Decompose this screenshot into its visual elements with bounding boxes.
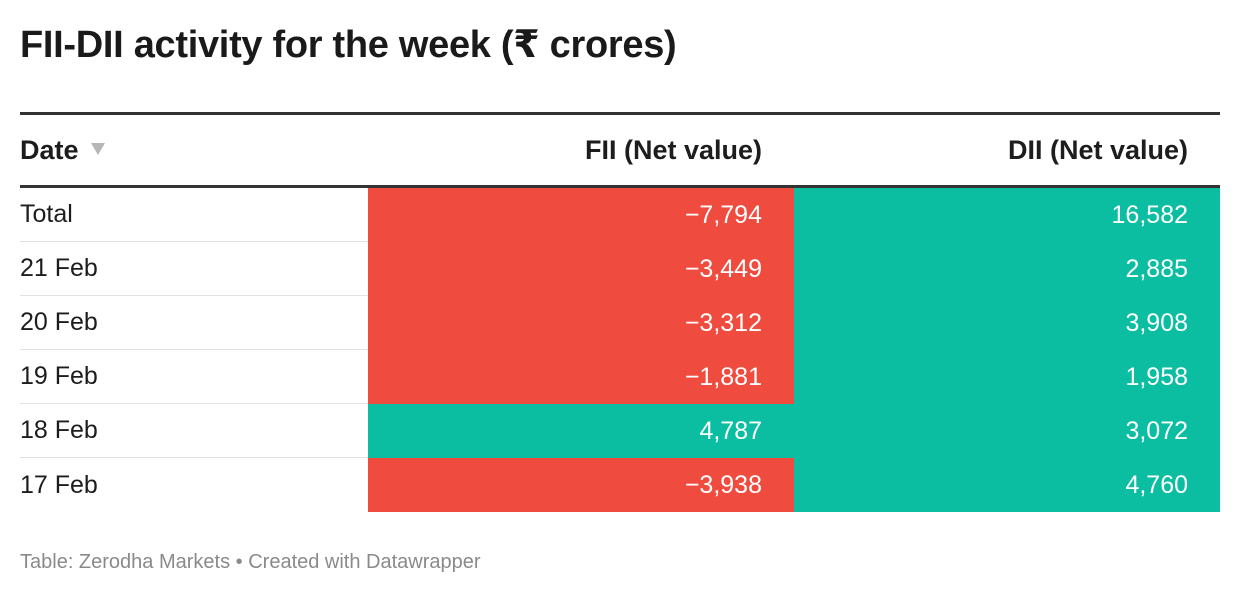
dii-value-cell: 2,885 [794,242,1220,296]
dii-value-cell: 4,760 [794,458,1220,512]
table-row: 21 Feb −3,449 2,885 [20,242,1220,296]
table-row: 17 Feb −3,938 4,760 [20,458,1220,512]
table-header-row: Date FII (Net value) DII (Net value) [20,115,1220,188]
fii-value-cell: −3,449 [368,242,794,296]
top-rule [20,112,1220,115]
dii-value-cell: 1,958 [794,350,1220,404]
table-body: Total −7,794 16,582 21 Feb −3,449 2,885 20 Feb… [20,188,1220,512]
date-column-header[interactable]: Date [20,135,368,166]
table-row: 18 Feb 4,787 3,072 [20,404,1220,458]
fii-value-cell: −3,938 [368,458,794,512]
fii-value-cell: −1,881 [368,350,794,404]
fii-value-cell: −3,312 [368,296,794,350]
date-cell: Total [20,188,368,242]
data-table: Date FII (Net value) DII (Net value) Tot… [20,112,1220,512]
dii-value-cell: 3,072 [794,404,1220,458]
dii-value-cell: 16,582 [794,188,1220,242]
date-cell: 19 Feb [20,350,368,404]
date-cell: 21 Feb [20,242,368,296]
dii-column-header[interactable]: DII (Net value) [1007,134,1188,165]
date-header-label: Date [20,134,79,165]
date-cell: 18 Feb [20,404,368,458]
table-row: Total −7,794 16,582 [20,188,1220,242]
fii-value-cell: −7,794 [368,188,794,242]
date-cell: 17 Feb [20,470,98,499]
sort-down-icon[interactable] [90,143,105,156]
dii-value-cell: 3,908 [794,296,1220,350]
table-row: 20 Feb −3,312 3,908 [20,296,1220,350]
fii-column-header[interactable]: FII (Net value) [584,134,762,165]
date-cell: 20 Feb [20,296,368,350]
chart-title: FII-DII activity for the week (₹ crores) [20,24,677,66]
source-footer: Table: Zerodha Markets • Created with Da… [20,551,481,573]
table-row: 19 Feb −1,881 1,958 [20,350,1220,404]
fii-value-cell: 4,787 [368,404,794,458]
